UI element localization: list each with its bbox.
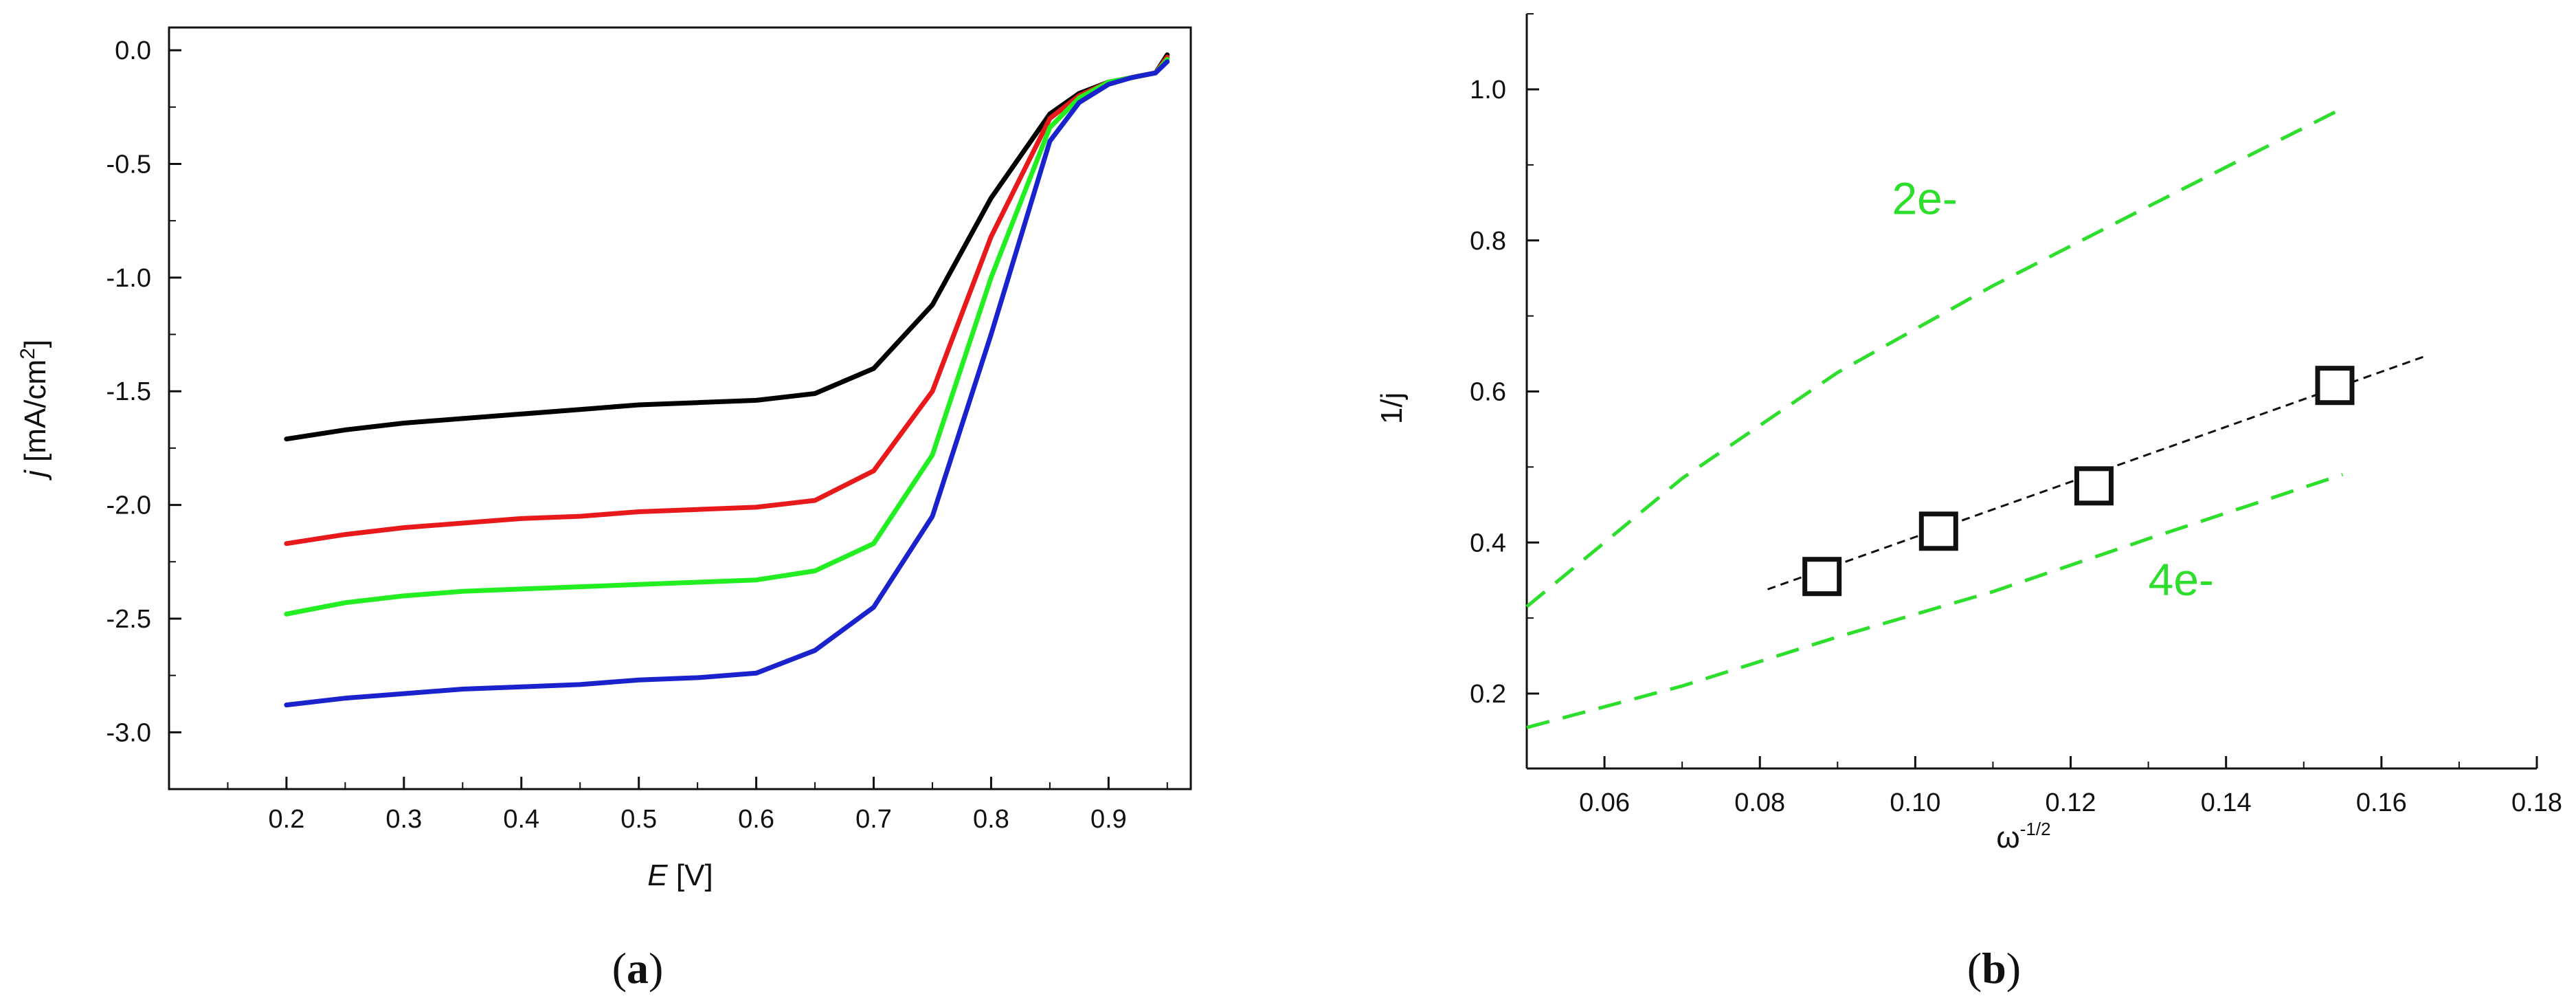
panel-a-y-tick-label: -2.5	[107, 605, 151, 634]
panel-a-plot-frame	[168, 26, 1192, 790]
panel-b-chart: 0.06 0.08 0.10 0.12 0.14 0.16 0.18 0.2 0.4 0.6 0.8…	[1375, 13, 2562, 993]
panel-a-x-tick-label: 0.7	[855, 805, 892, 834]
panel-b-x-tick-label: 0.16	[2356, 788, 2407, 817]
panel-a-y-tick-label: 0.0	[115, 36, 151, 65]
panel-a-x-tick-label: 0.9	[1090, 805, 1127, 834]
panel-a-x-tick-label: 0.5	[620, 805, 657, 834]
panel-b-data-point	[1802, 557, 1842, 597]
panel-a-caption: (a)	[612, 944, 664, 993]
panel-b-reference-line-2	[1526, 473, 2344, 729]
panel-a-x-title-rest: [V]	[668, 859, 713, 892]
panel-b-x-tick-label: 0.10	[1890, 788, 1940, 817]
panel-a-x-tick-label: 0.4	[503, 805, 539, 834]
panel-a-x-tick-label: 0.8	[973, 805, 1009, 834]
panel-a-series-line-3	[284, 56, 1170, 617]
panel-a-y-title-sup: 2	[16, 348, 39, 359]
panel-b-x-tick-label: 0.08	[1734, 788, 1785, 817]
panel-b-y-tick-label: 0.6	[1470, 378, 1506, 407]
panel-b-y-tick-label: 0.4	[1470, 529, 1506, 557]
panel-b-caption: (b)	[1967, 944, 2021, 993]
panel-a-x-tick-label: 0.3	[385, 805, 422, 834]
panel-a-caption-letter: a	[627, 944, 649, 993]
panel-a-x-axis-title: E [V]	[647, 859, 713, 892]
panel-b-data-point	[1918, 511, 1958, 551]
panel-a-y-axis-title: j [mA/cm2]	[16, 340, 52, 480]
panel-a-y-tick-label: -3.0	[107, 718, 151, 747]
panel-a-series-line-4	[284, 59, 1170, 708]
panel-b-reference-lines	[1525, 107, 2344, 729]
panel-a-chart: 0.2 0.3 0.4 0.5 0.6 0.7 0.8 0.9 0.0 -0.5 -1.0 -1.5 -…	[16, 26, 1192, 993]
panel-b-data-point	[2315, 366, 2355, 406]
panel-a-y-tick-label: -1.0	[107, 264, 151, 293]
panel-b-ticks: 0.06 0.08 0.10 0.12 0.14 0.16 0.18 0.2 0.4 0.6 0.8…	[1470, 13, 2562, 817]
panel-a-y-title-rest: [mA/cm	[19, 359, 52, 470]
panel-b-y-tick-label: 1.0	[1470, 76, 1506, 104]
panel-b-x-tick-label: 0.12	[2046, 788, 2096, 817]
panel-b-x-tick-label: 0.14	[2201, 788, 2252, 817]
panel-a-caption-open: (	[612, 944, 627, 993]
panel-b-data-point	[2074, 466, 2114, 506]
panel-a-ticks: 0.2 0.3 0.4 0.5 0.6 0.7 0.8 0.9 0.0 -0.5 -1.0 -1.5 -…	[107, 36, 1168, 834]
panel-a-y-tick-label: -2.0	[107, 491, 151, 520]
panel-b-y-axis-title: 1/j	[1375, 392, 1409, 424]
panel-b-y-tick-label: 0.8	[1470, 227, 1506, 256]
panel-a-y-title-close: ]	[19, 340, 52, 348]
panel-b-points	[1802, 366, 2355, 597]
panel-b-reference-line-1	[1525, 107, 2344, 608]
panel-a-series-line-1	[284, 52, 1170, 442]
panel-b-y-tick-label: 0.2	[1470, 680, 1506, 709]
panel-a-series	[284, 52, 1170, 708]
panel-a-x-tick-label: 0.6	[738, 805, 774, 834]
panel-b-x-tick-label: 0.18	[2511, 788, 2562, 817]
panel-b-x-axis-title: ω-1/2	[1996, 819, 2050, 854]
panel-a-x-tick-label: 0.2	[269, 805, 305, 834]
panel-b-caption-close: )	[2006, 944, 2021, 993]
panel-a-y-title-italic: j	[19, 469, 52, 480]
panel-a-series-line-2	[284, 54, 1170, 546]
panel-a-y-tick-label: -0.5	[107, 150, 151, 179]
panel-b-x-tick-label: 0.06	[1579, 788, 1630, 817]
panel-b-x-title-base: ω	[1996, 821, 2019, 854]
panel-a-x-title-italic: E	[647, 859, 668, 892]
panel-b-caption-open: (	[1967, 944, 1982, 993]
panel-a-caption-close: )	[649, 944, 663, 993]
panel-a-y-tick-label: -1.5	[107, 377, 151, 406]
panel-b-annotations: 2e- 4e-	[1892, 173, 2214, 605]
panel-b-annotation: 2e-	[1892, 173, 1957, 223]
panel-b-caption-letter: b	[1982, 944, 2006, 993]
panel-b-x-title-sup: -1/2	[2020, 819, 2051, 839]
panel-b-annotation: 4e-	[2149, 554, 2214, 605]
